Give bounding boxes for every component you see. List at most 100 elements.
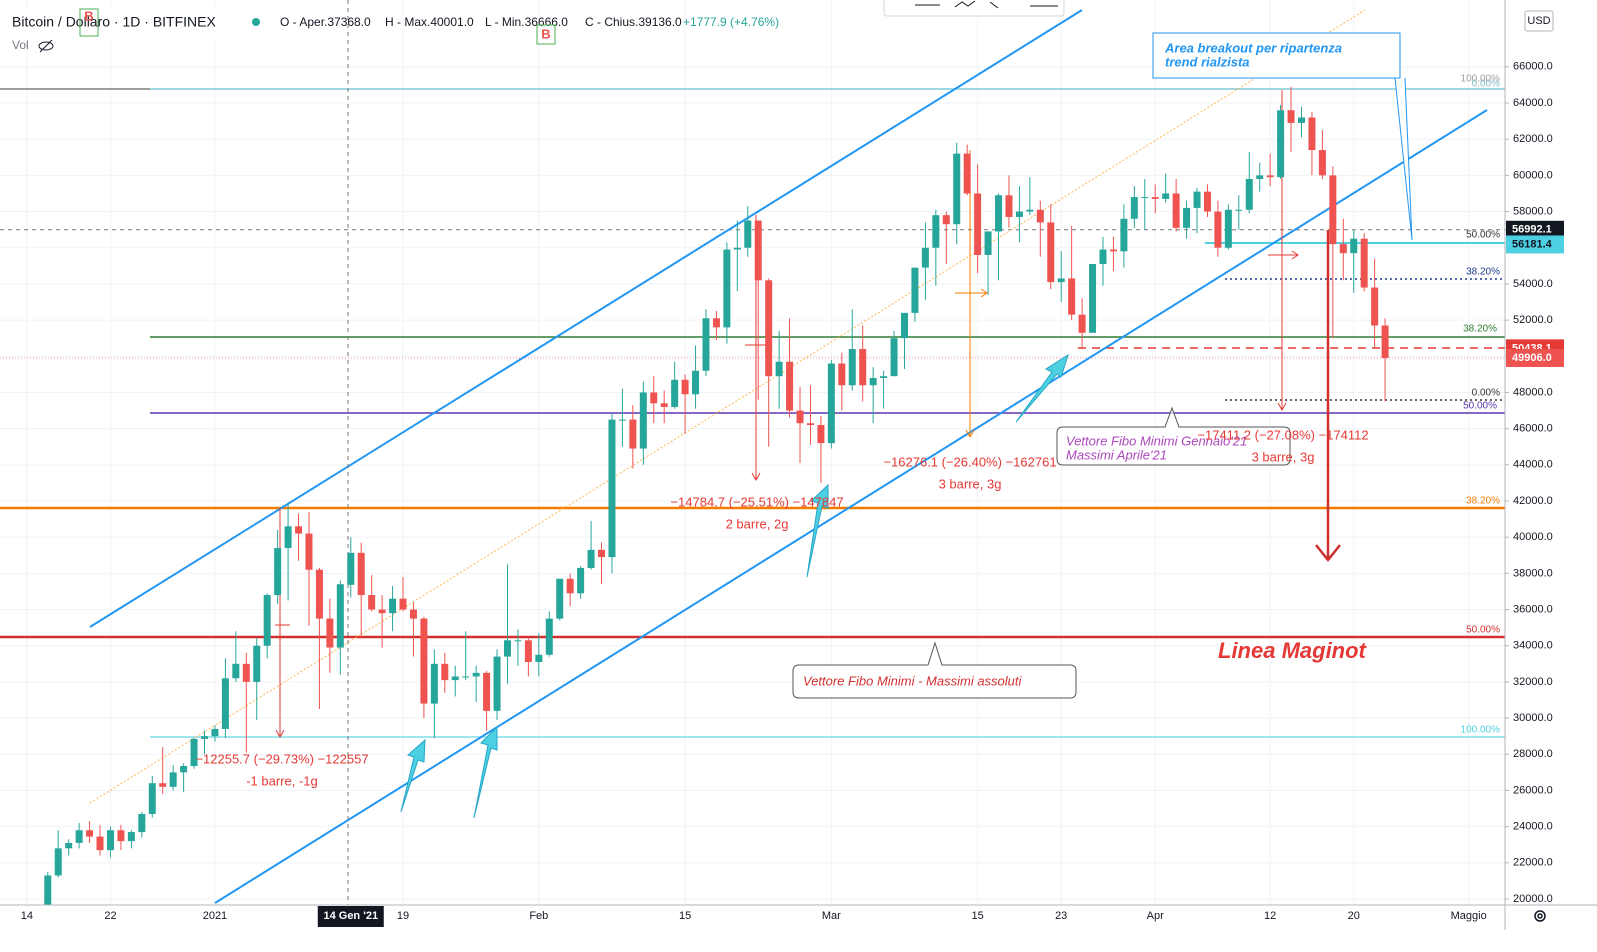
candle-body xyxy=(159,783,167,787)
x-tick-label: 12 xyxy=(1264,910,1276,922)
candle-body xyxy=(180,766,188,773)
candle-body xyxy=(1068,278,1076,315)
measure-label: 3 barre, 3g xyxy=(1252,449,1315,464)
toolbar-icons[interactable] xyxy=(915,0,1058,9)
candle-body xyxy=(900,312,908,339)
event-label: B xyxy=(84,8,93,23)
candle-body xyxy=(880,376,888,378)
candle-body xyxy=(514,640,522,642)
eye-icon[interactable] xyxy=(38,39,54,53)
y-tick-label: 42000.0 xyxy=(1513,495,1553,507)
candle-body xyxy=(733,247,741,250)
candle-body xyxy=(1256,175,1264,179)
candle-body xyxy=(399,598,407,610)
event-badge[interactable] xyxy=(536,24,556,45)
event-label: B xyxy=(541,26,550,41)
x-tick-label: Mar xyxy=(822,910,841,922)
candle-body xyxy=(420,618,428,704)
legend-ohlc: H - Max.40001.0 xyxy=(385,15,474,29)
candle-body xyxy=(1130,197,1138,219)
y-tick-label: 54000.0 xyxy=(1513,278,1553,290)
legend-ohlc: O - Aper.37368.0 xyxy=(280,15,371,29)
candle-body xyxy=(127,832,135,842)
candle-body xyxy=(232,663,240,679)
y-tick-label: 66000.0 xyxy=(1513,61,1553,73)
x-tick-label: 15 xyxy=(679,910,691,922)
candle-body xyxy=(1277,110,1285,178)
y-tick-label: 34000.0 xyxy=(1513,640,1553,652)
x-tick-label: 22 xyxy=(104,910,116,922)
x-tick-label: 14 xyxy=(21,910,33,922)
annotation: Area breakout per ripartenza xyxy=(1164,40,1342,55)
candle-body xyxy=(326,618,334,648)
candle-body xyxy=(775,361,783,377)
candle-body xyxy=(1214,211,1222,248)
candle-body xyxy=(86,830,94,837)
event-badge[interactable] xyxy=(79,8,99,37)
annotation: Vettore Fibo Minimi - Massimi assoluti xyxy=(803,673,1023,688)
candle-body xyxy=(1089,264,1097,333)
x-tick-label: Apr xyxy=(1147,910,1164,922)
price-badge-label: 56181.4 xyxy=(1512,238,1553,250)
candle-body xyxy=(859,349,867,386)
candle-body xyxy=(201,736,209,739)
candle-body xyxy=(639,392,647,449)
candle-body xyxy=(744,220,752,248)
candle-body xyxy=(545,618,553,655)
candle-body xyxy=(284,526,292,549)
candle-body xyxy=(1120,218,1128,252)
candle-body xyxy=(869,377,877,386)
candle-body xyxy=(608,419,616,558)
candle-body xyxy=(493,656,501,711)
candle-body xyxy=(681,379,689,395)
candle-body xyxy=(754,220,762,281)
y-tick-label: 62000.0 xyxy=(1513,133,1553,145)
callout xyxy=(1056,406,1291,466)
candle-body xyxy=(796,410,804,424)
candle-body xyxy=(984,231,992,255)
fib-label: 38.20% xyxy=(1466,267,1500,278)
candle-body xyxy=(587,549,595,568)
fib-label: 38.20% xyxy=(1466,496,1500,507)
time-axis xyxy=(0,905,1505,952)
x-tick-label: 19 xyxy=(397,910,409,922)
x-tick-label: Feb xyxy=(529,910,548,922)
price-badge xyxy=(1506,235,1564,254)
fib-label: 100.00% xyxy=(1461,725,1501,736)
candle-body xyxy=(451,676,459,681)
measure-label: −12255.7 (−29.73%) −122557 xyxy=(195,751,368,766)
annotation: trend rialzista xyxy=(1165,54,1250,69)
candle-body xyxy=(650,392,658,404)
channel-line xyxy=(89,9,1083,628)
candle-body xyxy=(1360,238,1368,288)
candle-body xyxy=(1350,238,1358,254)
candle-body xyxy=(671,379,679,407)
candle-body xyxy=(890,338,898,377)
candle-body xyxy=(848,349,856,386)
candle-body xyxy=(1318,150,1326,176)
candle-body xyxy=(566,578,574,594)
x-tick-label: Maggio xyxy=(1451,910,1487,922)
y-tick-label: 30000.0 xyxy=(1513,712,1553,724)
measure-label: 2 barre, 2g xyxy=(726,516,789,531)
candle-body xyxy=(117,830,125,842)
axes: 20000.0 22000.0 24000.0 26000.0 28000.0 30000… xyxy=(21,61,1564,927)
status-dot xyxy=(252,18,260,26)
fib-label: 0.00% xyxy=(1472,388,1500,399)
candle-body xyxy=(1026,209,1034,212)
candle-body xyxy=(305,533,313,570)
candle-body xyxy=(1297,117,1305,123)
candle-body xyxy=(138,813,146,833)
candle-body xyxy=(1109,249,1117,252)
annotations: Area breakout per ripartenza trend rialz… xyxy=(195,40,1368,788)
symbol-title: Bitcoin / Dollaro · 1D · BITFINEX xyxy=(12,14,216,30)
candle-body xyxy=(942,215,950,225)
candle-body xyxy=(242,663,250,682)
candle-body xyxy=(75,830,83,843)
x-tick-label: 23 xyxy=(1055,910,1067,922)
candle-body xyxy=(483,672,491,711)
settings-icon[interactable] xyxy=(1534,910,1546,922)
y-tick-label: 46000.0 xyxy=(1513,423,1553,435)
currency-badge[interactable] xyxy=(1524,10,1554,32)
candle-body xyxy=(1005,195,1013,217)
